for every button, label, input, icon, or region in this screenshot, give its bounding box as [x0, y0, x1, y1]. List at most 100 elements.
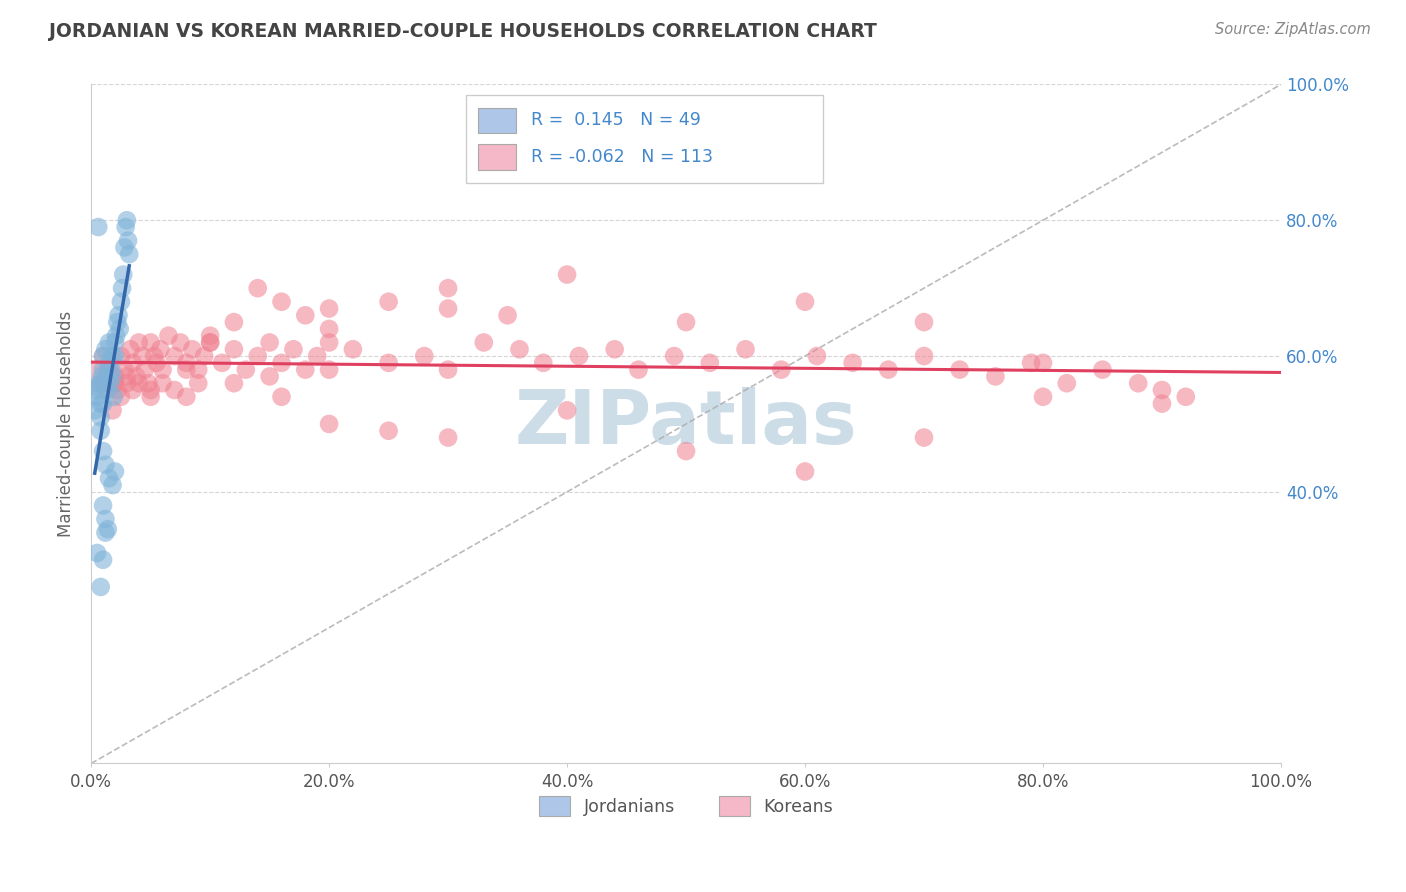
Point: [1056, 376, 1078, 391]
Text: ZIPatlas: ZIPatlas: [515, 387, 858, 460]
Point: [98, 376, 121, 391]
Point: [98, 376, 121, 391]
Point: [437, 362, 460, 376]
Point: [125, 369, 148, 384]
Point: [104, 369, 127, 384]
Point: [104, 465, 127, 479]
Point: [437, 301, 460, 316]
Point: [377, 294, 399, 309]
Point: [101, 369, 124, 384]
Point: [101, 403, 124, 417]
Point: [187, 362, 209, 376]
Point: [91, 376, 114, 391]
Point: [181, 343, 204, 357]
Point: [198, 335, 221, 350]
Point: [877, 362, 900, 376]
Point: [98, 362, 121, 376]
Point: [270, 356, 292, 370]
Point: [115, 376, 138, 391]
Point: [318, 335, 340, 350]
Point: [235, 362, 257, 376]
Point: [675, 444, 697, 458]
Point: [270, 390, 292, 404]
Point: [136, 376, 159, 391]
Point: [90, 396, 112, 410]
Point: [912, 349, 935, 363]
Point: [806, 349, 828, 363]
Point: [193, 349, 215, 363]
Point: [143, 349, 166, 363]
Point: [187, 376, 209, 391]
Point: [110, 390, 132, 404]
Point: [157, 328, 180, 343]
Point: [104, 376, 127, 391]
Point: [98, 471, 121, 485]
Point: [115, 213, 138, 227]
Point: [101, 349, 124, 363]
Point: [1150, 383, 1173, 397]
Point: [555, 268, 578, 282]
Point: [145, 356, 167, 370]
Point: [222, 315, 245, 329]
Point: [97, 522, 120, 536]
Point: [91, 396, 114, 410]
Point: [794, 465, 817, 479]
Point: [222, 343, 245, 357]
Point: [105, 315, 128, 329]
Point: [1032, 356, 1054, 370]
Point: [94, 383, 117, 397]
Point: [912, 315, 935, 329]
Point: [603, 343, 626, 357]
Point: [98, 356, 121, 370]
Point: [84, 383, 107, 397]
Point: [531, 356, 554, 370]
Point: [283, 343, 305, 357]
Point: [139, 335, 162, 350]
Point: [1174, 390, 1197, 404]
Point: [169, 335, 191, 350]
Point: [104, 349, 127, 363]
Point: [1150, 396, 1173, 410]
Point: [110, 349, 132, 363]
Point: [984, 369, 1007, 384]
Point: [555, 403, 578, 417]
Y-axis label: Married-couple Households: Married-couple Households: [58, 310, 75, 537]
Point: [97, 383, 120, 397]
Point: [1019, 356, 1042, 370]
Point: [176, 362, 198, 376]
Point: [163, 349, 186, 363]
Point: [377, 424, 399, 438]
Point: [103, 390, 125, 404]
Point: [86, 546, 108, 560]
Point: [118, 247, 141, 261]
Point: [675, 315, 697, 329]
Point: [104, 376, 127, 391]
Point: [90, 369, 112, 384]
Point: [734, 343, 756, 357]
Point: [318, 301, 340, 316]
Point: [114, 240, 136, 254]
Point: [413, 349, 436, 363]
Point: [318, 322, 340, 336]
Point: [97, 362, 120, 376]
Point: [139, 390, 162, 404]
Point: [437, 281, 460, 295]
Point: [121, 356, 143, 370]
Point: [259, 335, 281, 350]
FancyBboxPatch shape: [465, 95, 823, 183]
Point: [90, 376, 112, 391]
Point: [115, 369, 138, 384]
Point: [86, 379, 108, 393]
Point: [83, 403, 105, 417]
Point: [662, 349, 685, 363]
Point: [90, 580, 112, 594]
Point: [139, 383, 162, 397]
Point: [437, 431, 460, 445]
Point: [342, 343, 364, 357]
Point: [163, 383, 186, 397]
Point: [91, 444, 114, 458]
Point: [176, 390, 198, 404]
Point: [627, 362, 650, 376]
Point: [1032, 390, 1054, 404]
Point: [318, 362, 340, 376]
